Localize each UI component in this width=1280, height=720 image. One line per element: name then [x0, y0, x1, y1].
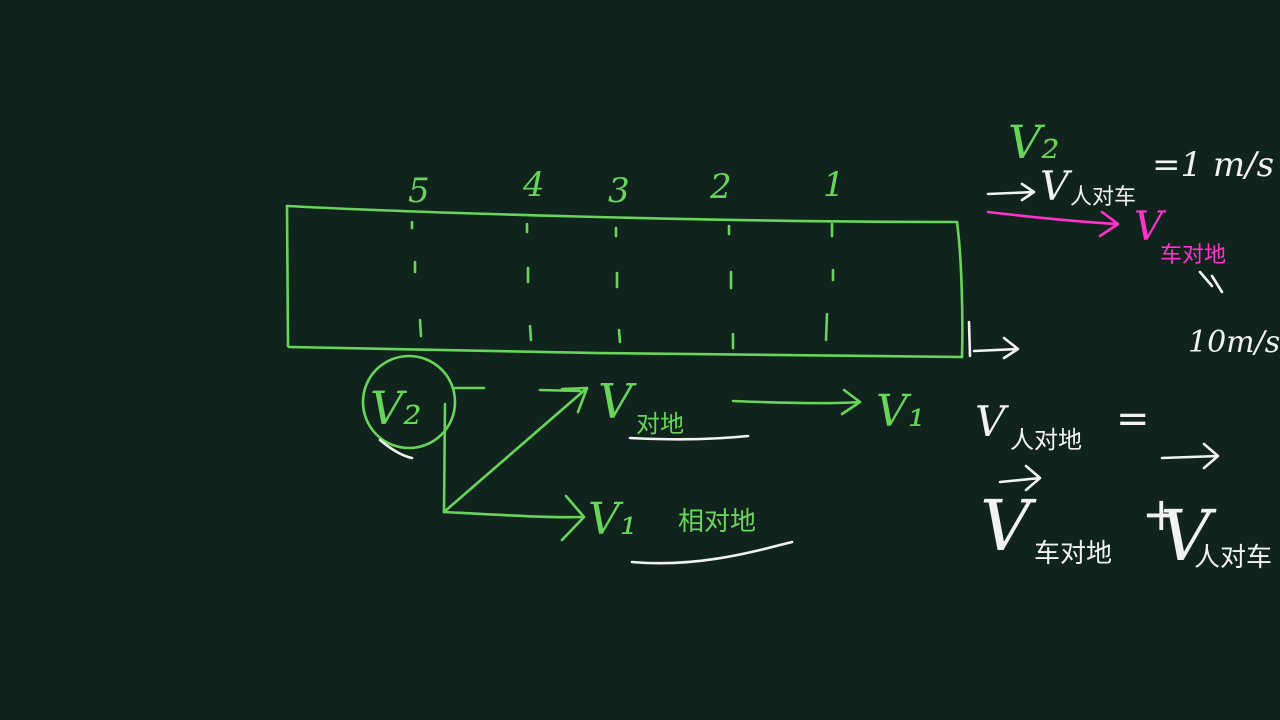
relative-ground-subscript: 对地: [636, 410, 684, 438]
note-person-car-sub: 人对车: [1070, 185, 1136, 210]
note-v-car-ground: V: [1134, 204, 1167, 250]
note-equals-1ms: =1 m/s: [1152, 145, 1274, 185]
v1-subscript: 相对地: [678, 507, 756, 537]
segment-number: 2: [709, 167, 732, 207]
segment-number: 3: [608, 171, 630, 211]
note-person-ground-sub: 人对地: [1010, 426, 1082, 454]
note-equals: =: [1116, 396, 1150, 442]
note-vec-v2-sub: 人对车: [1194, 543, 1272, 573]
note-vec-v1: V: [980, 485, 1037, 567]
v1-text: V₁: [588, 494, 637, 545]
note-v-person-ground: V: [975, 397, 1009, 446]
v1-relative-ground-label: V₁ 相对地: [588, 494, 794, 565]
segment-dividers: [410, 220, 835, 350]
velocity-vector-diagram: [442, 386, 862, 542]
note-10ms: 10m/s: [1188, 325, 1280, 360]
train-motion-arrow: [967, 320, 1020, 360]
right-side-notes: V₂ V 人对车 =1 m/s V 车对地 10m/s V 人对地 = V 车对…: [975, 115, 1280, 577]
v2-circled-label: V₂: [361, 354, 486, 460]
segment-number-labels: 5 4 3 2 1: [408, 165, 845, 211]
segment-number: 1: [823, 165, 845, 205]
train-car-outline: [285, 204, 964, 359]
note-car-ground-sub: 车对地: [1160, 243, 1226, 268]
note-vec-v1-sub: 车对地: [1034, 539, 1112, 569]
note-v2: V₂: [1008, 115, 1060, 169]
segment-number: 4: [522, 165, 545, 205]
note-vec-v2: V: [1160, 495, 1217, 577]
equals-mark: [1198, 270, 1224, 294]
v-relative-ground-label: V 对地: [598, 374, 750, 441]
note-plus: +: [1142, 487, 1181, 541]
segment-number: 5: [408, 171, 430, 211]
v1-label-top: V₁: [876, 386, 925, 437]
note-v-person-car: V: [1040, 164, 1073, 210]
v-text: V: [598, 374, 637, 430]
v2-text: V₂: [370, 381, 422, 435]
